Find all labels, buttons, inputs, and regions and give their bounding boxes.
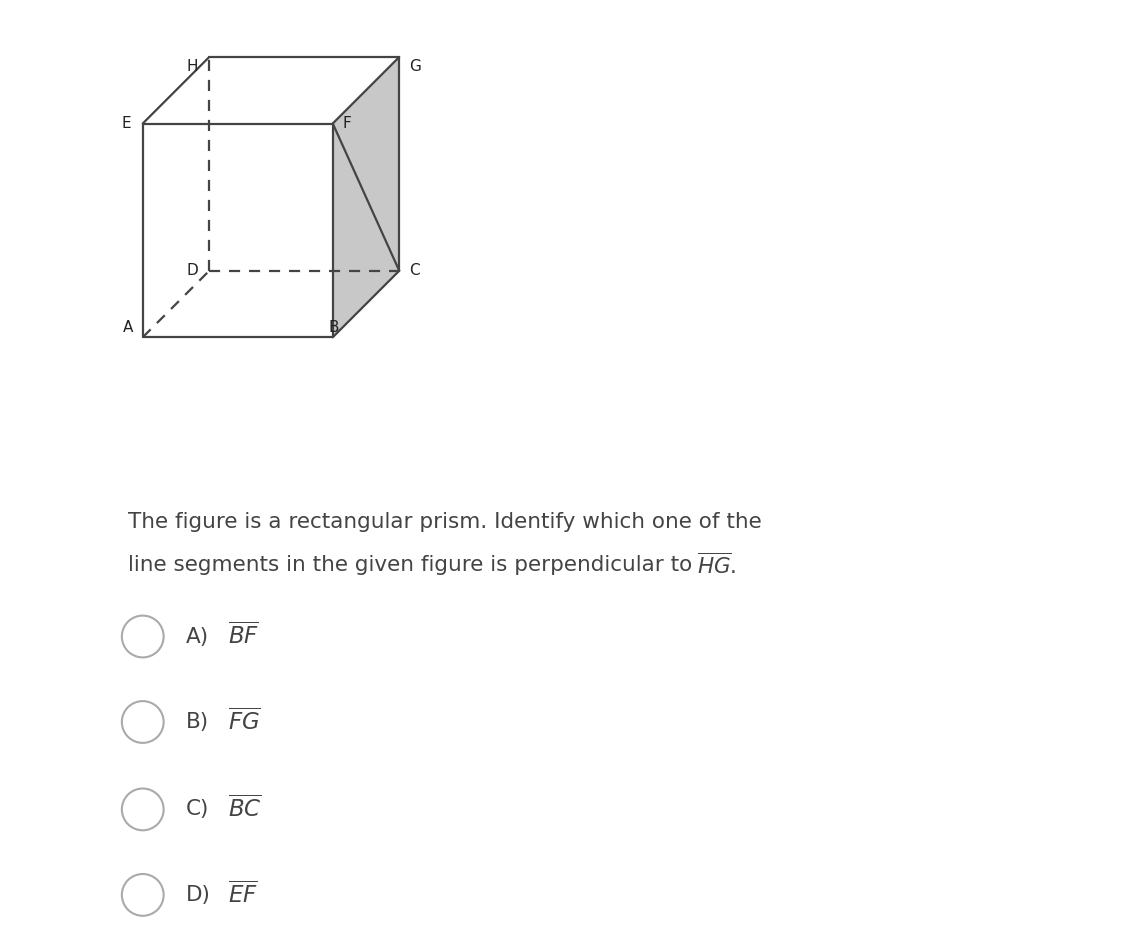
Text: E: E bbox=[122, 116, 131, 131]
Text: $\overline{HG}$.: $\overline{HG}$. bbox=[697, 553, 736, 578]
Text: A): A) bbox=[185, 626, 208, 647]
Text: $\overline{FG}$: $\overline{FG}$ bbox=[228, 709, 261, 735]
Text: G: G bbox=[408, 59, 421, 74]
Text: D: D bbox=[187, 263, 198, 278]
Text: $\overline{EF}$: $\overline{EF}$ bbox=[228, 882, 258, 908]
Text: line segments in the given figure is perpendicular to: line segments in the given figure is per… bbox=[129, 555, 700, 576]
Polygon shape bbox=[333, 57, 399, 337]
Text: B: B bbox=[328, 320, 338, 335]
Text: $\overline{BF}$: $\overline{BF}$ bbox=[228, 623, 259, 650]
Text: C: C bbox=[408, 263, 420, 278]
Text: B): B) bbox=[185, 712, 208, 732]
Text: C): C) bbox=[185, 799, 209, 820]
Text: $\overline{BC}$: $\overline{BC}$ bbox=[228, 796, 262, 823]
Text: H: H bbox=[187, 59, 198, 74]
Text: F: F bbox=[343, 116, 351, 131]
Text: D): D) bbox=[185, 884, 210, 905]
Text: The figure is a rectangular prism. Identify which one of the: The figure is a rectangular prism. Ident… bbox=[129, 512, 762, 533]
Text: A: A bbox=[123, 320, 133, 335]
